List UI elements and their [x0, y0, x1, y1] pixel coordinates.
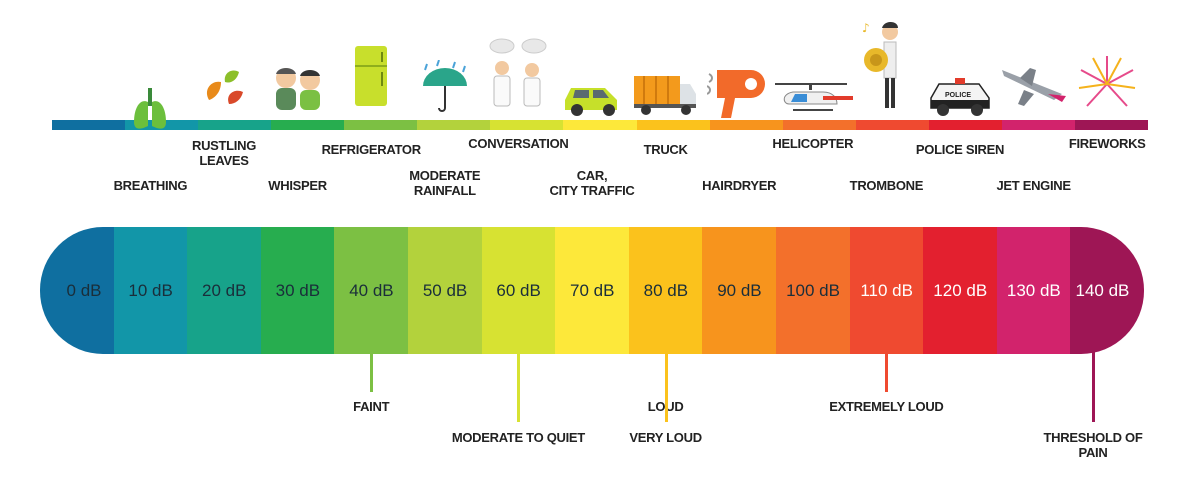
source-label: HAIRDRYER: [702, 178, 777, 193]
decibel-segment: 110 dB: [849, 227, 924, 354]
source-label: POLICE SIREN: [915, 142, 1005, 157]
decibel-segment: 30 dB: [260, 227, 335, 354]
decibel-segment: 40 dB: [334, 227, 409, 354]
police-car-icon: POLICE: [930, 78, 990, 116]
decibel-label: 20 dB: [202, 280, 247, 300]
conversation-people-icon: [489, 38, 547, 107]
trombone-player-icon: ♪: [862, 21, 899, 108]
refrigerator-icon: [355, 46, 388, 106]
decibel-label: 140 dB: [1075, 280, 1130, 300]
source-label: TRUCK: [643, 142, 688, 157]
truck-icon: [633, 76, 696, 115]
thin-color-bar-segment: [636, 120, 711, 130]
decibel-segment: 10 dB: [113, 227, 188, 354]
decibel-segment: 50 dB: [408, 227, 483, 354]
threshold-tick: [885, 352, 889, 392]
threshold-label: THRESHOLD OF PAIN: [1043, 430, 1143, 460]
hairdryer-icon: [707, 70, 766, 118]
thin-color-bar-segment: [1001, 120, 1076, 130]
decibel-segment: 70 dB: [555, 227, 630, 354]
decibel-label: 30 dB: [275, 280, 321, 300]
thin-color-bar-segment: [928, 120, 1003, 130]
threshold-tick: [1092, 352, 1095, 422]
decibel-segment: 60 dB: [481, 227, 556, 354]
source-label: WHISPER: [268, 178, 327, 193]
whisper-people-icon: [275, 68, 320, 110]
thin-color-bar-segment: [271, 120, 345, 130]
decibel-label: 10 dB: [128, 280, 173, 300]
source-label: HELICOPTER: [772, 136, 854, 151]
decibel-label: 50 dB: [422, 280, 468, 300]
decibel-segment: 20 dB: [187, 227, 262, 354]
decibel-label: 90 dB: [717, 280, 762, 300]
police-car-text: POLICE: [945, 92, 971, 99]
thin-color-bar-segment: [709, 120, 784, 130]
threshold-label: VERY LOUD: [629, 430, 702, 445]
decibel-label: 130 dB: [1006, 280, 1061, 300]
decibel-label: 80 dB: [643, 280, 689, 300]
source-label: FIREWORKS: [1068, 136, 1146, 151]
threshold-tick: [517, 352, 521, 422]
source-label: MODERATE RAINFALL: [409, 168, 481, 198]
source-label: TROMBONE: [849, 178, 924, 193]
thin-color-bar-segment: [417, 120, 491, 130]
fireworks-icon: [1079, 56, 1136, 107]
jet-icon: [1001, 68, 1066, 106]
umbrella-rain-icon: [422, 60, 467, 112]
threshold-tick: [664, 352, 668, 422]
decibel-label: 120 dB: [933, 280, 988, 300]
threshold-label: FAINT: [353, 399, 390, 414]
decibel-segment: 120 dB: [923, 227, 998, 354]
thin-color-bar-segment: [344, 120, 418, 130]
decibel-label: 70 dB: [570, 280, 615, 300]
threshold-label: EXTREMELY LOUD: [829, 399, 944, 414]
thin-color-bar-segment: [1074, 120, 1149, 130]
car-icon: [565, 88, 617, 116]
decibel-segment: 90 dB: [702, 227, 777, 354]
decibel-label: 100 dB: [786, 280, 840, 300]
lungs-icon: [134, 88, 167, 129]
thin-color-bar-segment: [198, 120, 272, 130]
source-label: BREATHING: [113, 178, 188, 193]
helicopter-icon: [774, 83, 853, 111]
svg-text:♪: ♪: [862, 21, 870, 35]
source-label: CONVERSATION: [468, 136, 569, 151]
thin-color-bar-segment: [490, 120, 564, 130]
decibel-segment: 0 dB: [40, 227, 115, 354]
threshold-label: MODERATE TO QUIET: [451, 430, 585, 445]
decibel-segment: 130 dB: [996, 227, 1071, 354]
thin-color-bar-segment: [52, 120, 126, 130]
leaves-icon: [206, 70, 243, 104]
decibel-label: 0 dB: [66, 280, 102, 300]
decibel-segment: 80 dB: [628, 227, 703, 354]
decibel-label: 40 dB: [349, 280, 394, 300]
thin-color-bar-segment: [855, 120, 930, 130]
thin-color-bar-segment: [563, 120, 638, 130]
source-label: JET ENGINE: [996, 178, 1071, 193]
decibel-segment: 140 dB: [1070, 227, 1144, 354]
decibel-label: 60 dB: [496, 280, 541, 300]
thin-color-bar-segment: [782, 120, 857, 130]
source-label: CAR, CITY TRAFFIC: [549, 168, 635, 198]
decibel-label: 110 dB: [860, 280, 913, 300]
source-label: REFRIGERATOR: [321, 142, 422, 157]
threshold-tick: [370, 352, 374, 392]
source-label: RUSTLING LEAVES: [191, 138, 257, 168]
decibel-segment: 100 dB: [776, 227, 851, 354]
decibel-bar: 0 dB 10 dB 20 dB 30 dB 40 dB 50 dB 60 dB 70 dB 8…: [40, 227, 1144, 354]
